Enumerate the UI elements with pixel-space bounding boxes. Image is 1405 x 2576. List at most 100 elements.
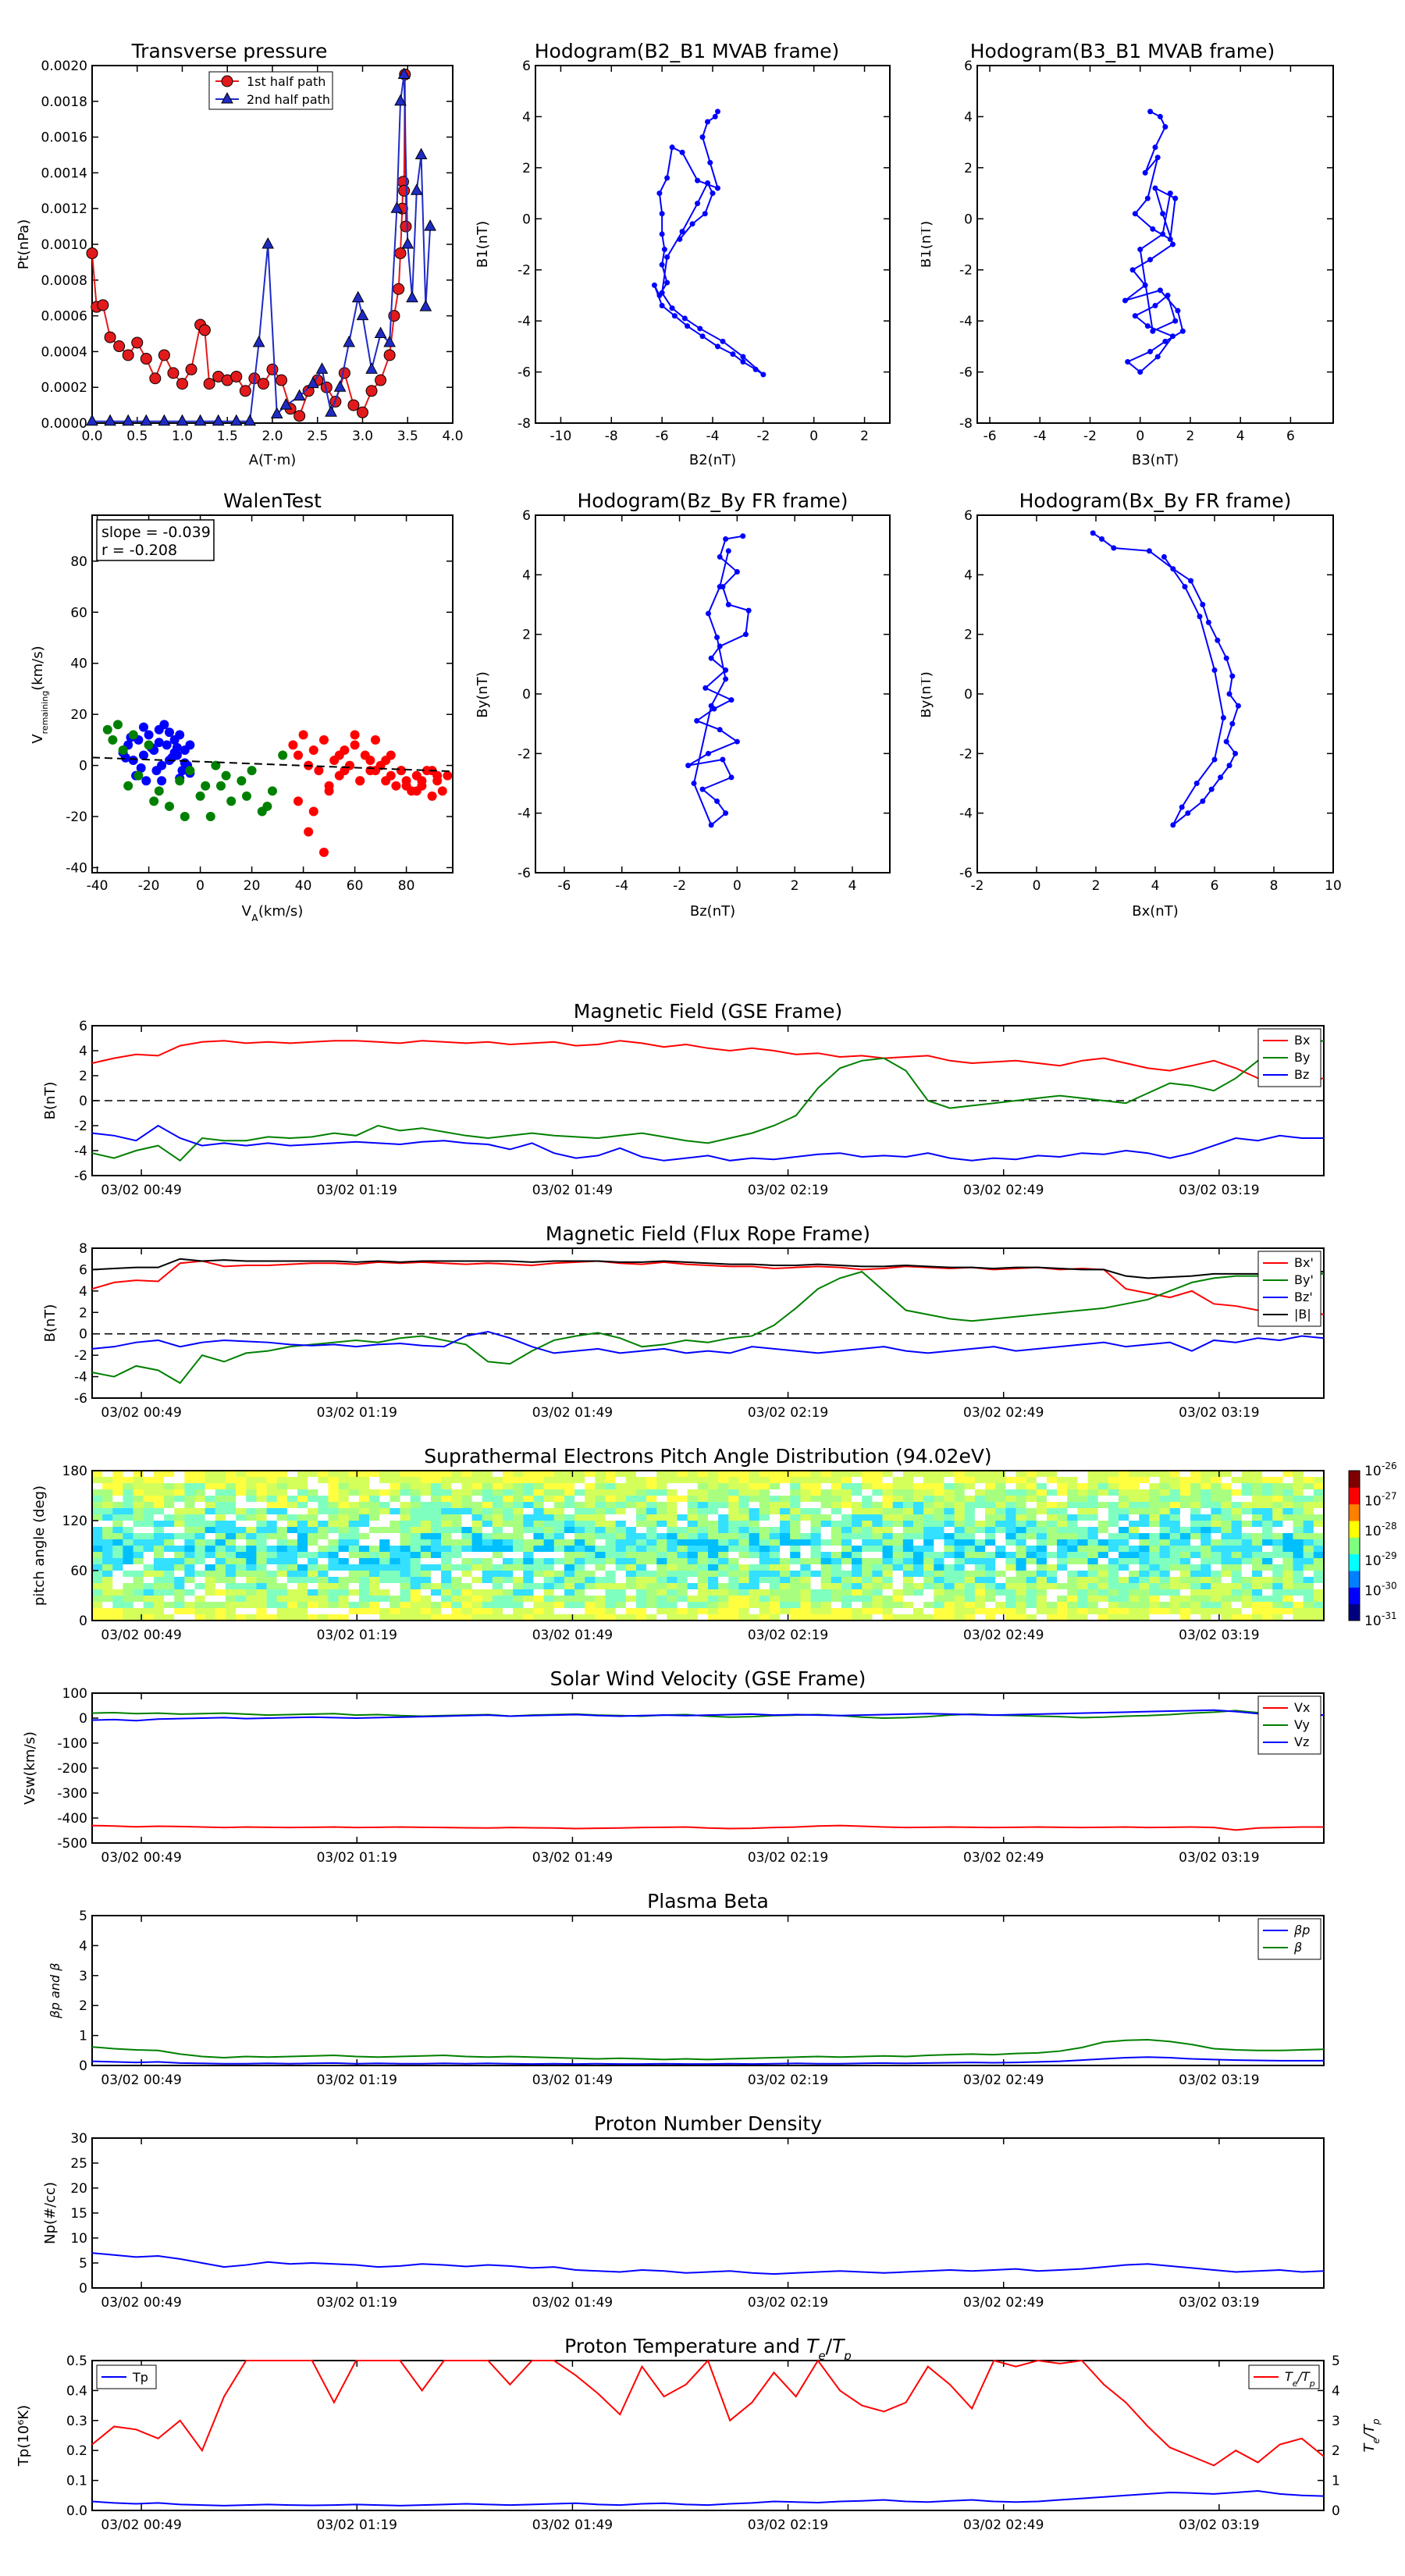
heatmap-cell <box>1129 1521 1140 1528</box>
heatmap-cell <box>338 1527 350 1534</box>
heatmap-cell <box>215 1564 226 1571</box>
heatmap-cell <box>153 1483 165 1490</box>
heatmap-cell <box>564 1558 575 1565</box>
heatmap-cell <box>810 1508 822 1515</box>
heatmap-cell <box>410 1602 422 1609</box>
colorbar-segment <box>1349 1553 1360 1571</box>
heatmap-cell <box>595 1596 606 1603</box>
heatmap-cell <box>215 1508 226 1515</box>
title-text: Proton Temperature and <box>564 2335 800 2357</box>
heatmap-cell <box>646 1577 657 1584</box>
hodogram-point <box>1122 297 1128 304</box>
heatmap-cell <box>1293 1564 1304 1571</box>
heatmap-cell <box>1026 1577 1037 1584</box>
heatmap-cell <box>759 1483 770 1490</box>
heatmap-cell <box>944 1558 955 1565</box>
heatmap-cell <box>318 1477 329 1484</box>
heatmap-cell <box>944 1502 955 1509</box>
heatmap-cell <box>194 1471 206 1478</box>
heatmap-cell <box>1016 1489 1027 1496</box>
heatmap-cell <box>831 1539 842 1546</box>
heatmap-cell <box>533 1596 545 1603</box>
y-tick-label: 4 <box>79 1044 87 1059</box>
heatmap-cell <box>102 1571 113 1578</box>
walen-point <box>154 738 164 748</box>
heatmap-cell <box>297 1602 308 1609</box>
heatmap-cell <box>892 1552 904 1559</box>
heatmap-cell <box>841 1521 852 1528</box>
plot-marks <box>91 1258 1325 1385</box>
heatmap-cell <box>1026 1477 1037 1484</box>
heatmap-cell <box>328 1489 340 1496</box>
heatmap-cell <box>574 1533 585 1540</box>
heatmap-cell <box>553 1589 565 1596</box>
heatmap-cell <box>862 1564 873 1571</box>
heatmap-cell <box>553 1471 565 1478</box>
y-axis-label: pitch angle (deg) <box>31 1485 48 1606</box>
heatmap-cell <box>1231 1502 1243 1509</box>
heatmap-cell <box>1190 1608 1201 1615</box>
heatmap-cell <box>246 1608 257 1615</box>
panel-title: Solar Wind Velocity (GSE Frame) <box>550 1667 866 1690</box>
heatmap-cell <box>923 1577 934 1584</box>
heatmap-cell <box>297 1546 308 1553</box>
heatmap-cell <box>1119 1596 1129 1603</box>
heatmap-cell <box>266 1533 278 1540</box>
heatmap-cell <box>441 1602 452 1609</box>
heatmap-cell <box>1057 1614 1068 1621</box>
heatmap-cell <box>800 1608 812 1615</box>
legend-right-label: Te/Tp <box>1285 2369 1315 2389</box>
heatmap-cell <box>718 1514 729 1521</box>
heatmap-cell <box>1313 1521 1325 1528</box>
heatmap-cell <box>420 1564 432 1571</box>
heatmap-cell <box>389 1477 401 1484</box>
heatmap-cell <box>461 1508 473 1515</box>
heatmap-cell <box>1067 1558 1078 1565</box>
heatmap-cell <box>276 1577 288 1584</box>
heatmap-cell <box>1190 1471 1201 1478</box>
heatmap-cell <box>133 1596 144 1603</box>
heatmap-cell <box>1139 1571 1151 1578</box>
hodogram-point <box>1169 333 1176 340</box>
heatmap-cell <box>1221 1533 1232 1540</box>
solar-wind-velocity-panel: Solar Wind Velocity (GSE Frame) 03/02 00… <box>22 1667 1325 1866</box>
heatmap-cell <box>728 1608 740 1615</box>
heatmap-cell <box>1097 1521 1109 1528</box>
heatmap-cell <box>913 1608 924 1615</box>
heatmap-cell <box>225 1602 237 1609</box>
heatmap-cell <box>1200 1508 1211 1515</box>
heatmap-cell <box>585 1533 596 1540</box>
heatmap-cell <box>123 1508 134 1515</box>
heatmap-cell <box>1026 1608 1037 1615</box>
heatmap-cell <box>92 1496 103 1503</box>
heatmap-cell <box>728 1589 740 1596</box>
heatmap-cell <box>800 1589 812 1596</box>
heatmap-cell <box>256 1602 268 1609</box>
heatmap-cell <box>523 1552 535 1559</box>
heatmap-cell <box>328 1614 340 1621</box>
heatmap-cell <box>749 1502 760 1509</box>
heatmap-cell <box>338 1502 350 1509</box>
heatmap-cell <box>256 1477 268 1484</box>
heatmap-cell <box>1159 1589 1171 1596</box>
heatmap-cell <box>1282 1614 1294 1621</box>
heatmap-cell <box>1159 1502 1171 1509</box>
heatmap-cell <box>1231 1608 1243 1615</box>
heatmap-cell <box>184 1471 196 1478</box>
heatmap-cell <box>1221 1502 1232 1509</box>
heatmap-cell <box>400 1583 411 1590</box>
heatmap-cell <box>954 1483 966 1490</box>
heatmap-cell <box>892 1471 904 1478</box>
heatmap-cell <box>358 1477 370 1484</box>
heatmap-cell <box>902 1571 914 1578</box>
heatmap-cell <box>605 1521 617 1528</box>
plot-marks <box>91 2038 1325 2065</box>
heatmap-cell <box>872 1539 884 1546</box>
series-line <box>91 1260 1325 1316</box>
heatmap-cell <box>256 1558 268 1565</box>
heatmap-cell <box>615 1508 627 1515</box>
legend-label: Bz' <box>1294 1290 1313 1304</box>
heatmap-cell <box>820 1596 832 1603</box>
x-tick-label: 03/02 02:49 <box>963 2295 1044 2311</box>
heatmap-cell <box>862 1602 873 1609</box>
